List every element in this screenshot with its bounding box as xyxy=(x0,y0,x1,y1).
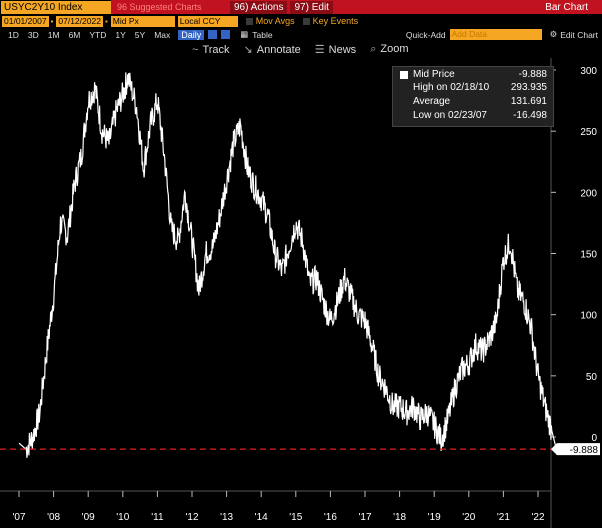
x-tick-label: '09 xyxy=(82,512,95,523)
quick-add-button[interactable]: Quick-Add xyxy=(405,29,446,40)
end-date-field[interactable]: 07/12/2022 xyxy=(56,15,103,27)
range-1d[interactable]: 1D xyxy=(8,29,19,40)
zoom-button[interactable]: ⌕ Zoom xyxy=(370,43,408,56)
y-tick-label: 300 xyxy=(580,66,597,77)
annotate-icon: ↘ xyxy=(243,44,253,56)
x-tick-label: '12 xyxy=(185,512,198,523)
function-bar: 96 Suggested Charts 96) Actions 97) Edit… xyxy=(111,0,602,14)
edit-menu[interactable]: 97) Edit xyxy=(290,0,333,14)
x-tick-label: '07 xyxy=(12,512,25,523)
settings-icon[interactable]: ⚙ xyxy=(549,29,558,39)
y-tick-label: 150 xyxy=(580,250,597,261)
range-ytd[interactable]: YTD xyxy=(89,29,107,40)
range-3d[interactable]: 3D xyxy=(27,29,39,40)
suggested-charts-menu[interactable]: 96 Suggested Charts xyxy=(117,2,202,12)
range-6m[interactable]: 6M xyxy=(68,29,81,40)
y-tick-label: 0 xyxy=(591,433,597,444)
annotate-label: Annotate xyxy=(256,44,301,56)
calendar-icon[interactable]: ▪ xyxy=(50,16,54,26)
x-tick-label: '10 xyxy=(116,512,129,523)
legend-average-value: 131.691 xyxy=(510,96,547,107)
legend-last-value: -9.888 xyxy=(518,69,547,80)
x-tick-label: '15 xyxy=(289,512,302,523)
table-button[interactable]: Table xyxy=(252,29,273,40)
chart-style-icon[interactable] xyxy=(221,30,231,39)
track-button[interactable]: ~ Track xyxy=(192,44,230,56)
range-1m[interactable]: 1M xyxy=(47,29,60,40)
chart-toolbar: ~ Track ↘ Annotate ☰ News ⌕ Zoom xyxy=(0,41,602,58)
window-title: Bar Chart xyxy=(545,1,588,13)
legend-low-label: Low on 02/23/07 xyxy=(413,110,487,121)
legend-series-row: Mid Price -9.888 xyxy=(393,69,553,81)
news-icon: ☰ xyxy=(314,44,325,56)
series-line-mid-price xyxy=(18,72,557,458)
news-label: News xyxy=(328,44,357,56)
key-events-label: Key Events xyxy=(312,16,359,26)
calendar-icon[interactable]: ▪ xyxy=(104,16,108,26)
table-icon[interactable]: ▦ xyxy=(240,29,249,39)
legend-high-row: High on 02/18/10 293.935 xyxy=(393,82,553,94)
x-tick-label: '17 xyxy=(358,512,371,523)
y-tick-label: 250 xyxy=(580,127,597,138)
currency-select[interactable]: Local CCY xyxy=(177,15,238,27)
x-tick-label: '20 xyxy=(462,512,475,523)
zoom-icon: ⌕ xyxy=(370,43,377,55)
legend-high-label: High on 02/18/10 xyxy=(413,82,490,93)
range-5y[interactable]: 5Y xyxy=(134,29,146,40)
legend-low-value: -16.498 xyxy=(513,110,547,121)
chart-type-icon[interactable] xyxy=(208,30,218,39)
news-button[interactable]: ☰ News xyxy=(315,43,356,56)
x-tick-label: '19 xyxy=(428,512,441,523)
legend-series-name: Mid Price xyxy=(413,69,455,80)
range-max[interactable]: Max xyxy=(154,29,171,40)
title-bar: USYC2Y10 Index 96 Suggested Charts 96) A… xyxy=(0,0,602,14)
mov-avgs-label: Mov Avgs xyxy=(255,16,295,26)
x-tick-label: '14 xyxy=(255,512,268,523)
legend-low-row: Low on 02/23/07 -16.498 xyxy=(393,110,553,122)
series-swatch xyxy=(400,71,408,79)
actions-menu[interactable]: 96) Actions xyxy=(230,0,288,14)
last-value-tag: -9.888 xyxy=(551,443,600,456)
range-bar: 1D 3D 1M 6M YTD 1Y 5Y Max Daily ▦ Table … xyxy=(0,28,602,41)
edit-chart-button[interactable]: Edit Chart xyxy=(560,29,598,40)
last-value-tag-label: -9.888 xyxy=(570,445,599,456)
options-bar: 01/01/2007 ▪ 07/12/2022 ▪ Mid Px Local C… xyxy=(0,14,602,28)
range-1y[interactable]: 1Y xyxy=(115,29,126,40)
y-tick-label: 100 xyxy=(580,311,597,322)
x-tick-label: '18 xyxy=(393,512,406,523)
legend-average-row: Average 131.691 xyxy=(393,96,553,108)
price-chart[interactable]: 0 50 100 150 200 250 300 '07 '08 '09 '10 '11 '12 '13 '… xyxy=(0,58,602,528)
x-tick-label: '08 xyxy=(47,512,60,523)
x-tick-label: '16 xyxy=(324,512,337,523)
y-tick-label: 50 xyxy=(586,372,598,383)
legend-average-label: Average xyxy=(413,96,451,107)
periodicity-select[interactable]: Daily xyxy=(178,29,205,40)
key-events-checkbox[interactable] xyxy=(302,17,310,25)
mov-avgs-checkbox[interactable] xyxy=(245,17,253,25)
ticker-field[interactable]: USYC2Y10 Index xyxy=(1,0,111,14)
legend-high-value: 293.935 xyxy=(510,82,547,93)
zoom-label: Zoom xyxy=(380,43,409,55)
x-tick-label: '13 xyxy=(220,512,233,523)
chart-legend: Mid Price -9.888 High on 02/18/10 293.93… xyxy=(392,66,554,127)
add-data-input[interactable]: Add Data xyxy=(449,29,542,40)
y-tick-label: 200 xyxy=(580,188,597,199)
annotate-button[interactable]: ↘ Annotate xyxy=(244,43,301,56)
x-tick-label: '11 xyxy=(151,512,164,523)
start-date-field[interactable]: 01/01/2007 xyxy=(2,15,49,27)
track-icon: ~ xyxy=(192,43,199,56)
x-tick-label: '22 xyxy=(531,512,544,523)
price-field-select[interactable]: Mid Px xyxy=(110,15,175,27)
x-tick-label: '21 xyxy=(497,512,510,523)
track-label: Track xyxy=(202,43,230,56)
